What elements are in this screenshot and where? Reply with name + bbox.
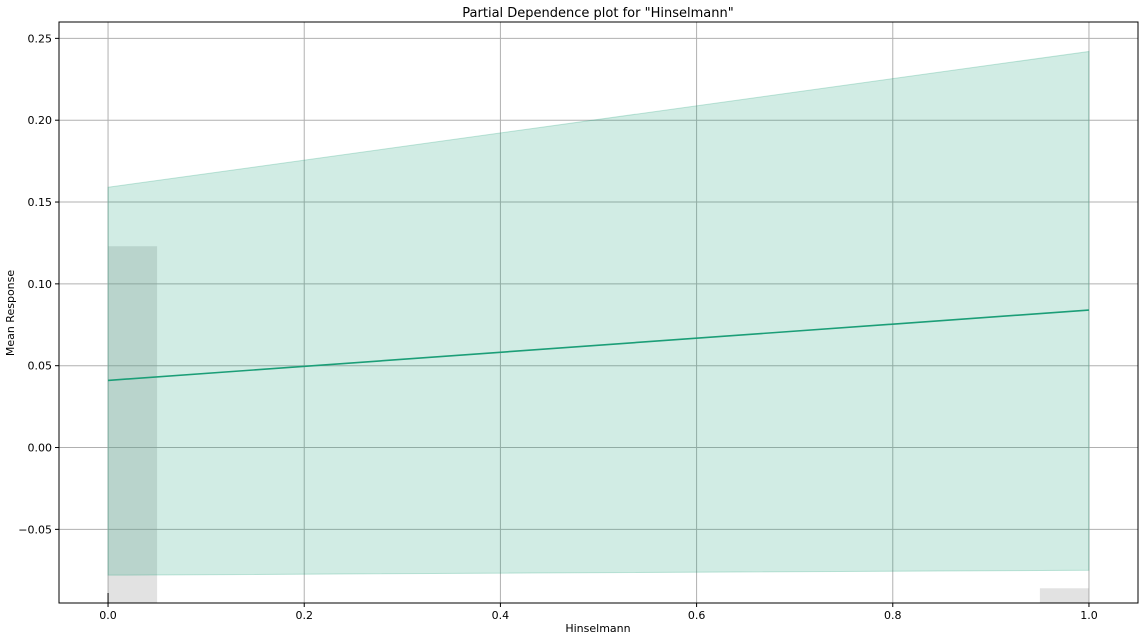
histogram-bar-1 bbox=[1039, 588, 1089, 603]
histogram-bars bbox=[108, 246, 1089, 603]
confidence-band-0 bbox=[107, 50, 1090, 576]
series-lines bbox=[107, 309, 1090, 382]
x-tick-label-1: 0.2 bbox=[295, 609, 313, 622]
series-line-0 bbox=[107, 309, 1090, 382]
x-tick-label-4: 0.8 bbox=[884, 609, 902, 622]
y-tick-label-3: 0.10 bbox=[28, 278, 53, 291]
plot-frame bbox=[58, 21, 1139, 604]
x-axis-ticks: 0.0 0.2 0.4 0.6 0.8 1.0 bbox=[99, 603, 1098, 622]
x-tick-label-2: 0.4 bbox=[492, 609, 510, 622]
x-axis-label: Hinselmann bbox=[565, 622, 630, 635]
y-tick-label-2: 0.05 bbox=[28, 360, 53, 373]
y-axis-ticks: −0.05 0.00 0.05 0.10 0.15 0.20 0.25 bbox=[18, 32, 59, 536]
y-tick-label-0: −0.05 bbox=[18, 523, 52, 536]
grid bbox=[59, 22, 1138, 603]
x-tick-label-5: 1.0 bbox=[1080, 609, 1098, 622]
y-tick-label-1: 0.00 bbox=[28, 442, 53, 455]
x-tick-label-3: 0.6 bbox=[688, 609, 706, 622]
y-tick-label-5: 0.20 bbox=[28, 114, 53, 127]
y-tick-label-6: 0.25 bbox=[28, 32, 53, 45]
confidence-band bbox=[107, 50, 1090, 576]
x-tick-label-0: 0.0 bbox=[99, 609, 117, 622]
chart-title: Partial Dependence plot for "Hinselmann" bbox=[462, 6, 733, 21]
histogram-bar-0 bbox=[108, 246, 158, 603]
y-tick-label-4: 0.15 bbox=[28, 196, 53, 209]
y-axis-label: Mean Response bbox=[4, 270, 17, 357]
